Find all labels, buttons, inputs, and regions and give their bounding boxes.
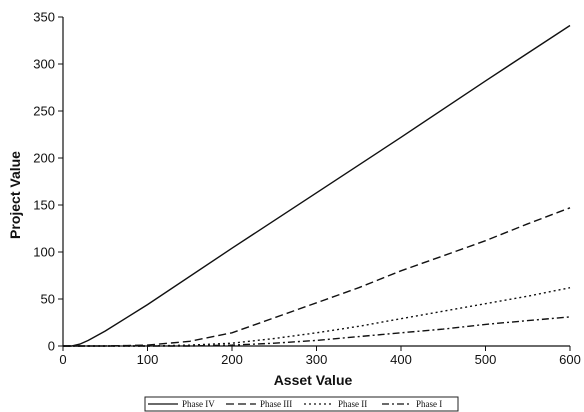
y-tick-label: 250 bbox=[33, 104, 55, 119]
legend-items: Phase IV Phase III Phase II Phase I bbox=[148, 399, 442, 409]
axes-layer bbox=[62, 17, 570, 347]
x-tick-label: 600 bbox=[559, 352, 581, 367]
series-line-phase-i bbox=[63, 316, 571, 347]
x-tick-label: 200 bbox=[221, 352, 243, 367]
series-layer bbox=[63, 24, 571, 347]
y-tick-label: 100 bbox=[33, 245, 55, 260]
y-tick-label: 350 bbox=[33, 10, 55, 25]
x-tick-label: 400 bbox=[390, 352, 412, 367]
x-tick-label: 300 bbox=[306, 352, 328, 367]
x-axis-title: Asset Value bbox=[274, 372, 353, 388]
legend-label: Phase III bbox=[260, 399, 292, 409]
series-line-phase-iv bbox=[63, 24, 571, 347]
y-tick-label: 0 bbox=[48, 339, 55, 354]
y-tick-label: 150 bbox=[33, 198, 55, 213]
legend-label: Phase IV bbox=[182, 399, 215, 409]
legend-label: Phase I bbox=[416, 399, 442, 409]
y-axis-title: Project Value bbox=[7, 151, 23, 239]
legend-box bbox=[144, 396, 459, 412]
series-line-phase-iii bbox=[63, 207, 571, 347]
y-tick-label: 200 bbox=[33, 151, 55, 166]
series-line-phase-ii bbox=[63, 287, 571, 347]
y-tick-label: 50 bbox=[41, 292, 55, 307]
x-tick-label: 500 bbox=[475, 352, 497, 367]
ticks-layer: 0 50 100 150 200 250 300 350 0 100 200 300 400 500 600 bbox=[33, 10, 581, 368]
y-tick-label: 300 bbox=[33, 57, 55, 72]
legend-label: Phase II bbox=[338, 399, 367, 409]
x-tick-label: 0 bbox=[59, 352, 66, 367]
x-tick-label: 100 bbox=[137, 352, 159, 367]
legend: Phase IV Phase III Phase II Phase I bbox=[144, 396, 459, 412]
